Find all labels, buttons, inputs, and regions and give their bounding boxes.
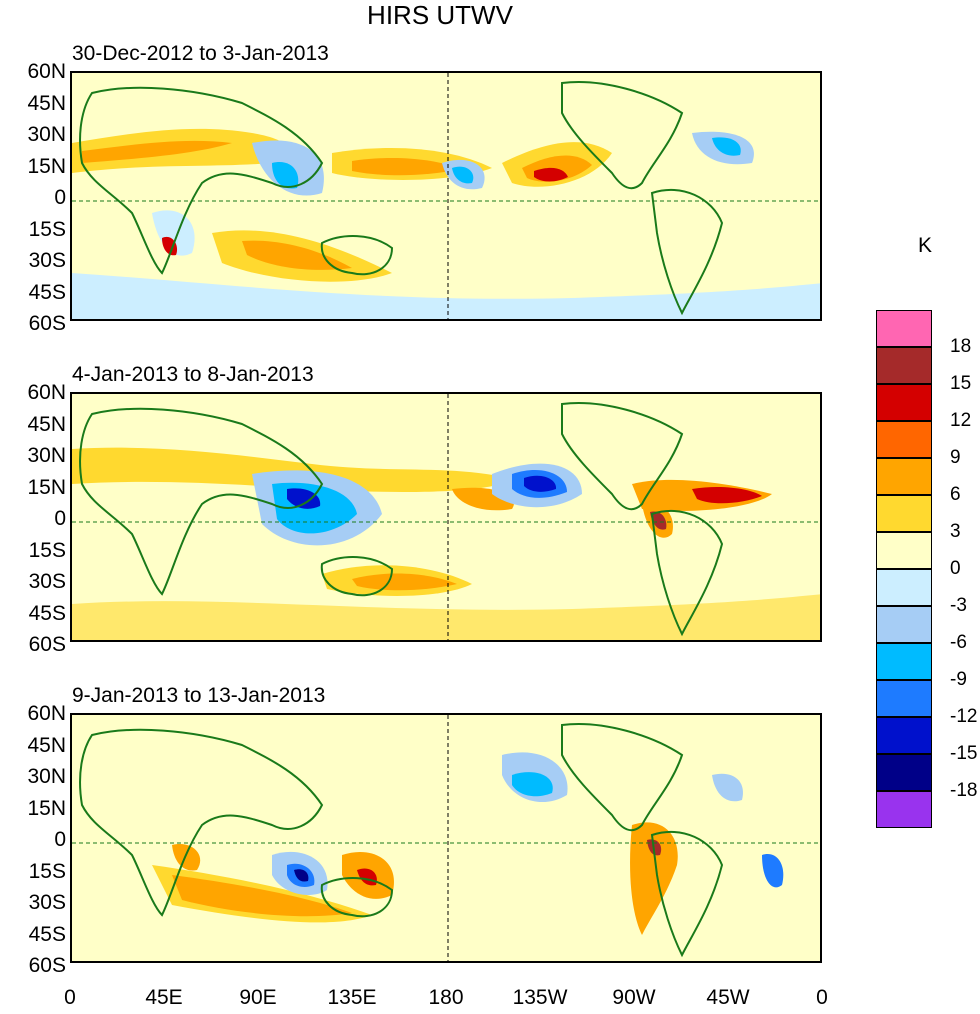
colorbar-swatch <box>876 643 932 680</box>
lat-label: 45S <box>28 922 66 946</box>
colorbar-label: 9 <box>950 447 961 468</box>
colorbar-label: -6 <box>950 632 967 653</box>
lat-label: 60S <box>28 954 66 977</box>
lat-label: 60N <box>27 381 66 404</box>
lat-label: 60S <box>28 312 66 335</box>
lon-label: 135E <box>327 986 377 1009</box>
colorbar-swatch <box>876 384 932 421</box>
colorbar-label: 18 <box>950 336 972 357</box>
lat-label: 15S <box>28 217 66 241</box>
lat-label: 15N <box>27 475 66 499</box>
map-panel-1-svg <box>72 73 820 319</box>
colorbar-swatch <box>876 606 932 643</box>
map-panel-3-svg <box>72 715 820 961</box>
lat-label: 45S <box>28 280 66 304</box>
panel-3-title: 9-Jan-2013 to 13-Jan-2013 <box>72 684 326 707</box>
lat-label: 0 <box>54 507 66 530</box>
colorbar-label: 0 <box>950 558 961 579</box>
colorbar-swatch <box>876 310 932 347</box>
map-panel-2 <box>70 392 822 642</box>
colorbar-label: -9 <box>950 669 967 690</box>
lat-label: 30S <box>28 891 66 914</box>
colorbar-label: 15 <box>950 373 972 394</box>
lon-label: 0 <box>816 986 828 1009</box>
lat-label: 30S <box>28 249 66 272</box>
lat-label: 15S <box>28 859 66 883</box>
lat-label: 0 <box>54 828 66 851</box>
lon-label: 180 <box>428 986 464 1009</box>
colorbar-label: -18 <box>950 780 978 801</box>
lon-label: 90W <box>612 986 656 1009</box>
chart-title: HIRS UTWV <box>367 0 513 30</box>
lon-label: 135W <box>512 986 568 1009</box>
colorbar-swatch <box>876 458 932 495</box>
lon-label: 0 <box>64 986 76 1009</box>
lat-label: 60S <box>28 633 66 656</box>
colorbar-label: -15 <box>950 743 978 764</box>
lat-label: 15S <box>28 538 66 562</box>
colorbar-swatch <box>876 421 932 458</box>
lat-label: 15N <box>27 796 66 820</box>
panel-1-title: 30-Dec-2012 to 3-Jan-2013 <box>72 42 329 65</box>
map-panel-2-svg <box>72 394 820 640</box>
lon-label: 45E <box>145 986 183 1009</box>
colorbar-swatch <box>876 717 932 754</box>
lon-label: 90E <box>239 986 277 1009</box>
colorbar-swatch <box>876 680 932 717</box>
lon-label: 45W <box>706 986 750 1009</box>
colorbar-label: -12 <box>950 706 978 727</box>
colorbar-swatch <box>876 532 932 569</box>
lat-label: 45N <box>27 91 66 115</box>
lat-label: 45N <box>27 733 66 757</box>
colorbar-label: 12 <box>950 410 972 431</box>
lat-label: 45S <box>28 601 66 625</box>
colorbar-swatch <box>876 347 932 384</box>
colorbar-label: 3 <box>950 521 961 542</box>
colorbar-label: -3 <box>950 595 967 616</box>
colorbar-label: 6 <box>950 484 961 505</box>
lat-label: 60N <box>27 702 66 725</box>
colorbar-swatch <box>876 754 932 791</box>
panel-2-title: 4-Jan-2013 to 8-Jan-2013 <box>72 363 314 386</box>
lat-label: 45N <box>27 412 66 436</box>
colorbar-swatch <box>876 791 932 828</box>
lat-label: 30N <box>27 765 66 788</box>
lat-label: 60N <box>27 60 66 83</box>
lat-label: 15N <box>27 154 66 178</box>
legend-unit: K <box>918 234 933 257</box>
map-panel-1 <box>70 71 822 321</box>
colorbar-swatch <box>876 495 932 532</box>
lat-label: 0 <box>54 186 66 209</box>
lat-label: 30S <box>28 570 66 593</box>
lat-label: 30N <box>27 123 66 146</box>
colorbar-swatch <box>876 569 932 606</box>
lat-label: 30N <box>27 444 66 467</box>
map-panel-3 <box>70 713 822 963</box>
